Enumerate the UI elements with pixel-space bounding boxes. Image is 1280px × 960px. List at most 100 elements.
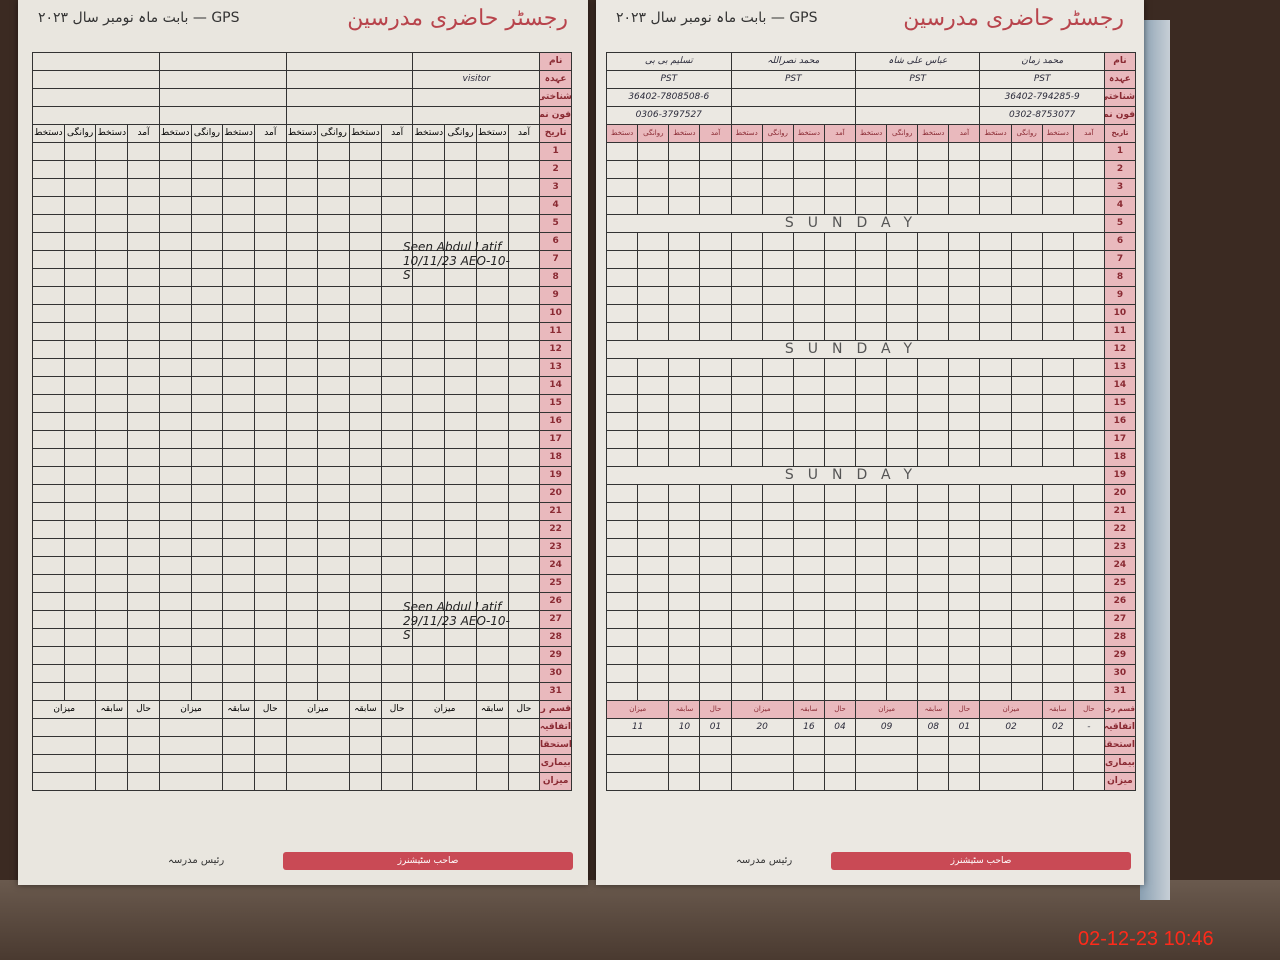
attendance-cell [253, 214, 287, 233]
attendance-cell [823, 232, 857, 251]
attendance-cell [823, 538, 857, 557]
summary-value [1041, 772, 1074, 791]
summary-value [349, 754, 382, 773]
attendance-cell [32, 628, 65, 647]
attendance-cell [475, 286, 509, 305]
summary-value [1041, 754, 1074, 773]
teacher-designation: PST [730, 70, 857, 89]
attendance-cell [855, 232, 888, 251]
date-cell: 1 [1103, 142, 1137, 161]
attendance-cell [444, 142, 477, 161]
attendance-cell [761, 502, 794, 521]
attendance-cell [95, 628, 129, 647]
attendance-cell [95, 286, 129, 305]
summary-row: میزان [605, 772, 1137, 791]
summary-value [917, 754, 950, 773]
date-row: 4 [32, 196, 572, 215]
attendance-cell [475, 322, 509, 341]
attendance-cell [637, 592, 670, 611]
column-header: آمد [699, 124, 732, 143]
attendance-cell [699, 268, 732, 287]
attendance-cell [317, 286, 351, 305]
sunday-cell: SUNDAY [606, 340, 1105, 359]
attendance-cell [855, 448, 888, 467]
attendance-cell [917, 430, 950, 449]
summary-value: 01 [699, 718, 732, 737]
attendance-cell [475, 682, 509, 701]
attendance-cell [1010, 412, 1043, 431]
attendance-cell [699, 196, 732, 215]
attendance-cell [948, 628, 981, 647]
attendance-cell [886, 304, 919, 323]
attendance-cell [1010, 304, 1043, 323]
summary-value [668, 736, 701, 755]
date-row: 20 [605, 484, 1137, 503]
date-cell: 21 [539, 502, 572, 521]
attendance-cell [380, 466, 414, 485]
attendance-cell [444, 646, 477, 665]
attendance-cell [285, 214, 319, 233]
date-cell: 3 [1103, 178, 1137, 197]
teacher-name: محمد زمان [979, 52, 1105, 71]
attendance-cell [285, 340, 319, 359]
attendance-cell [1072, 646, 1105, 665]
attendance-cell [761, 610, 794, 629]
attendance-cell [475, 556, 509, 575]
attendance-cell [95, 142, 129, 161]
column-header: آمد [380, 124, 414, 143]
attendance-cell [823, 160, 857, 179]
attendance-cell [1072, 448, 1105, 467]
attendance-cell [886, 322, 919, 341]
attendance-cell [63, 322, 97, 341]
leave-type: اتفاقیہ [539, 718, 572, 737]
attendance-cell [412, 142, 446, 161]
attendance-cell [285, 556, 319, 575]
left-page: رجسٹر حاضری مدرسین GPS — بابت ماہ نومبر … [18, 0, 588, 885]
attendance-cell [507, 178, 541, 197]
attendance-cell [507, 430, 541, 449]
attendance-cell [63, 376, 97, 395]
attendance-cell [507, 160, 541, 179]
attendance-cell [979, 394, 1012, 413]
attendance-cell [1072, 376, 1105, 395]
attendance-cell [475, 376, 509, 395]
attendance-cell [444, 340, 477, 359]
attendance-cell [190, 232, 224, 251]
attendance-cell [349, 250, 382, 269]
date-cell: 8 [539, 268, 572, 287]
attendance-cell [761, 556, 794, 575]
school-name: GPS [211, 10, 240, 26]
summary-value [475, 772, 509, 791]
date-row: 31 [32, 682, 572, 701]
date-cell: 26 [539, 592, 572, 611]
column-header: روانگی [761, 124, 794, 143]
attendance-cell [792, 376, 825, 395]
attendance-cell [412, 394, 446, 413]
attendance-cell [605, 358, 639, 377]
attendance-cell [253, 466, 287, 485]
attendance-cell [1072, 502, 1105, 521]
attendance-cell [948, 322, 981, 341]
attendance-cell [917, 484, 950, 503]
summary-value [699, 736, 732, 755]
attendance-cell [917, 628, 950, 647]
attendance-cell [792, 304, 825, 323]
attendance-cell [730, 646, 763, 665]
publisher-band: صاحب سٹیشنرز [283, 852, 573, 870]
attendance-cell [412, 556, 446, 575]
info-row-cnic: شناختی کارڈ نمبر36402-794285-9 36402-7808… [606, 88, 1137, 107]
date-cell: 29 [539, 646, 572, 665]
attendance-cell [317, 682, 351, 701]
attendance-cell [668, 358, 701, 377]
date-cell: 4 [1103, 196, 1137, 215]
attendance-cell [637, 430, 670, 449]
attendance-cell [285, 448, 319, 467]
attendance-cell [1041, 520, 1074, 539]
row-label-phone: فون نمبر [539, 106, 572, 125]
attendance-cell [637, 610, 670, 629]
summary-sub-label: سابقہ [95, 700, 129, 719]
attendance-cell [253, 538, 287, 557]
attendance-cell [948, 394, 981, 413]
attendance-cell [917, 250, 950, 269]
summary-value [222, 772, 255, 791]
